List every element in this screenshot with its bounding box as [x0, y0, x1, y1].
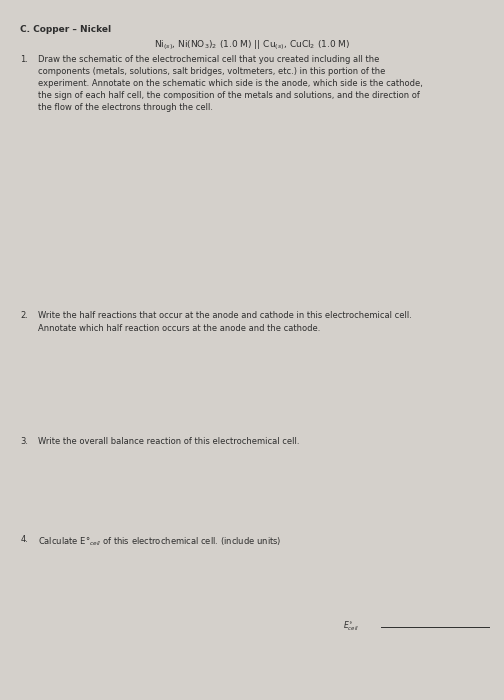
Text: 3.: 3. [20, 438, 28, 447]
Text: Write the overall balance reaction of this electrochemical cell.: Write the overall balance reaction of th… [38, 438, 299, 447]
Text: Ni$_{(s)}$, Ni(NO$_3$)$_2$ (1.0 M) || Cu$_{(s)}$, CuCl$_2$ (1.0 M): Ni$_{(s)}$, Ni(NO$_3$)$_2$ (1.0 M) || Cu… [154, 38, 350, 52]
Text: C. Copper – Nickel: C. Copper – Nickel [20, 25, 111, 34]
Text: 4.: 4. [20, 536, 28, 545]
Text: 2.: 2. [20, 312, 28, 321]
Text: Draw the schematic of the electrochemical cell that you created including all th: Draw the schematic of the electrochemica… [38, 55, 423, 112]
Text: 1.: 1. [20, 55, 28, 64]
Text: Write the half reactions that occur at the anode and cathode in this electrochem: Write the half reactions that occur at t… [38, 312, 412, 332]
Text: E$^\circ_{cell}$: E$^\circ_{cell}$ [343, 620, 359, 634]
Text: Calculate E°$_{cell}$ of this electrochemical cell. (include units): Calculate E°$_{cell}$ of this electroche… [38, 536, 281, 548]
